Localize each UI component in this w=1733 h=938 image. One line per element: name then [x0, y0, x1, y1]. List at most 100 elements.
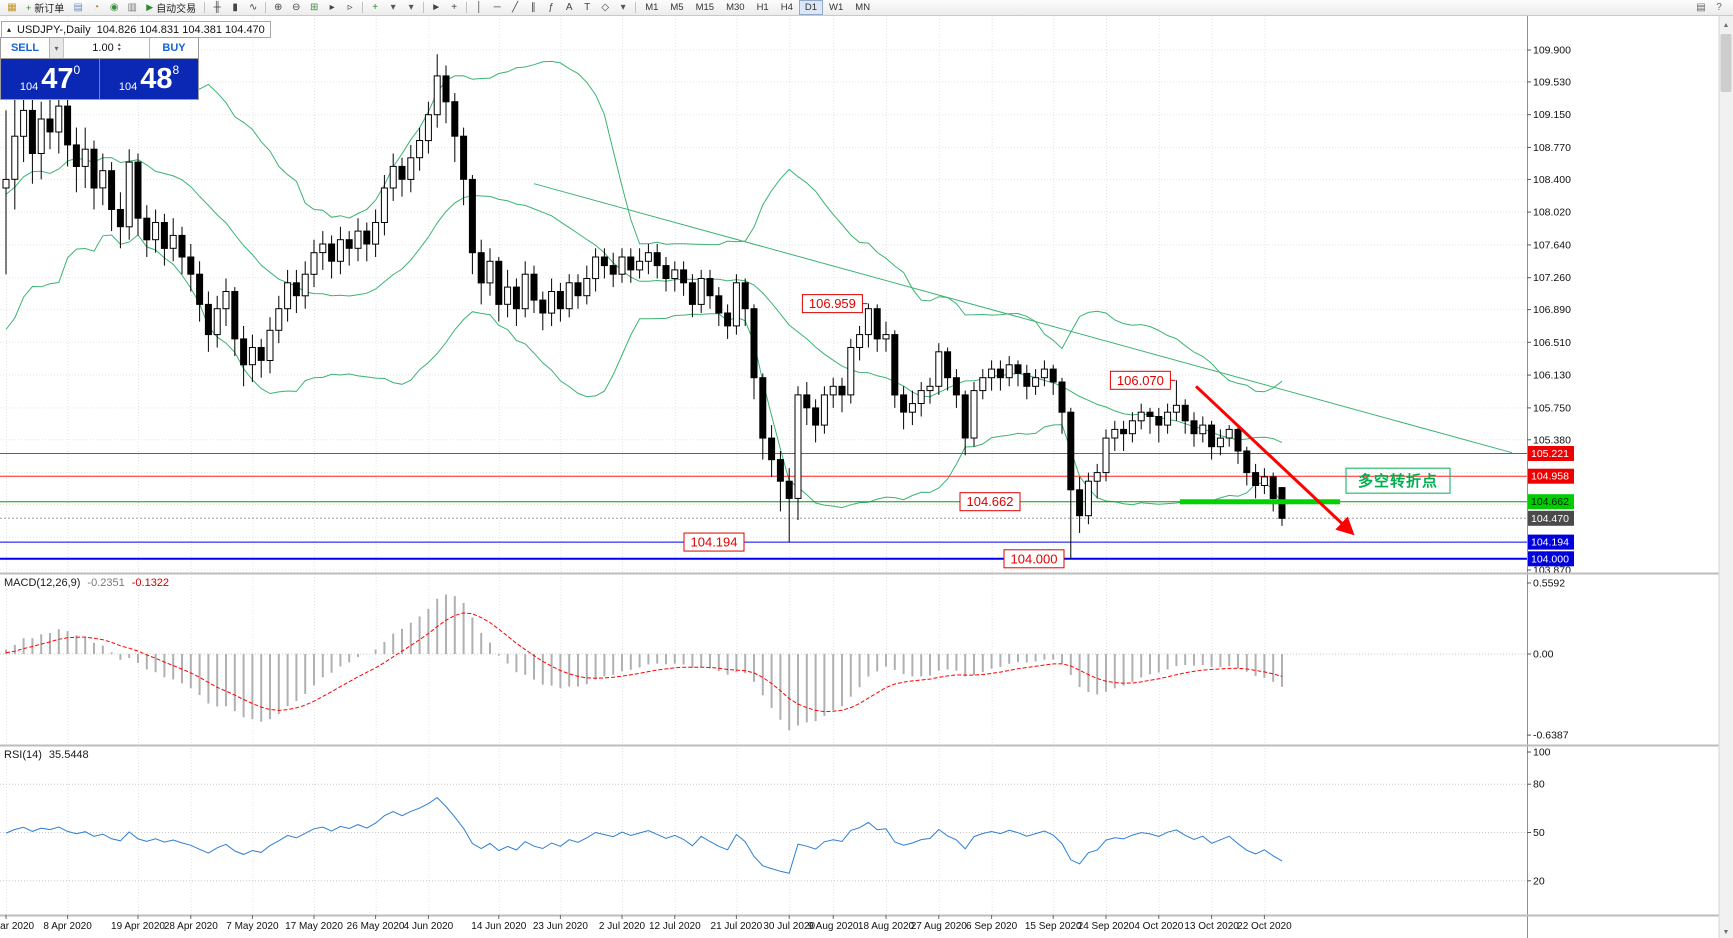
toolbar-group-zoom: ⊕ ⊖ ⊞ ▸ ▹ — [269, 1, 359, 15]
vertical-line-icon[interactable]: │ — [476, 2, 483, 13]
trendline-icon[interactable]: ╱ — [512, 2, 519, 13]
line-chart-icon[interactable]: ∿ — [248, 2, 258, 13]
timeframe-m30[interactable]: M30 — [726, 2, 745, 13]
scrollbar-thumb[interactable] — [1720, 34, 1732, 92]
toolbar: ▦ + 新订单 ▤ ◔ ◉ ▥ ▶ 自动交易 ╫ ▮ ∿ ⊕ ⊖ ⊞ ▸ ▹ + ▾ ▾ ► + │ ─ ╱… — [0, 0, 1733, 16]
scroll-up-icon[interactable]: ▲ — [1723, 22, 1730, 29]
scroll-down-icon[interactable]: ▼ — [1723, 929, 1730, 936]
bar-chart-icon[interactable]: ╫ — [213, 2, 221, 13]
cursor-icon[interactable]: ► — [431, 2, 442, 13]
price-callout-104.662[interactable]: 104.662 — [959, 492, 1021, 512]
toolbar-separator — [362, 2, 364, 13]
price-axis[interactable]: 109.900 109.530 109.150 108.770 108.400 108.0… — [1527, 16, 1574, 938]
price-callout-106.959[interactable]: 106.959 — [801, 294, 868, 314]
svg-text:2 Jul 2020: 2 Jul 2020 — [599, 921, 646, 932]
rsi-value: 35.5448 — [48, 749, 89, 761]
help-icon[interactable]: ? — [1716, 2, 1722, 13]
timeframe-d1[interactable]: D1 — [798, 0, 824, 15]
svg-text:26 May 2020: 26 May 2020 — [347, 921, 405, 932]
chart-marker-icon: ▴ — [7, 25, 12, 34]
svg-text:0.00: 0.00 — [1533, 649, 1554, 661]
svg-text:12 Jul 2020: 12 Jul 2020 — [649, 921, 701, 932]
svg-text:105.750: 105.750 — [1533, 402, 1571, 414]
toolbar-separator — [204, 2, 206, 13]
svg-text:104.000: 104.000 — [1011, 551, 1058, 566]
svg-text:109.530: 109.530 — [1533, 76, 1571, 88]
svg-text:104.000: 104.000 — [1531, 553, 1569, 565]
svg-text:20: 20 — [1533, 875, 1545, 887]
axis-tag-104.662: 104.662 — [1528, 494, 1574, 510]
price-callout-104.194[interactable]: 104.194 — [683, 532, 745, 552]
sell-button[interactable]: SELL — [1, 38, 50, 58]
candlestick-chart-icon[interactable]: ▮ — [232, 2, 238, 13]
buy-price[interactable]: 104 48 8 — [100, 59, 198, 99]
window-list-icon[interactable]: ▤ — [1696, 2, 1706, 13]
price-callout-104.000[interactable]: 104.000 — [1003, 549, 1065, 569]
buy-price-prefix: 104 — [118, 81, 138, 93]
svg-text:17 May 2020: 17 May 2020 — [285, 921, 343, 932]
mail-icon[interactable]: ▥ — [127, 2, 137, 13]
timeframe-w1[interactable]: W1 — [829, 2, 844, 13]
fibonacci-icon[interactable]: ƒ — [548, 2, 554, 13]
alerts-icon[interactable]: ◔ — [93, 2, 100, 13]
descending-trendline[interactable] — [533, 183, 1513, 454]
svg-text:106.890: 106.890 — [1533, 304, 1571, 316]
tile-windows-icon[interactable]: ⊞ — [309, 2, 319, 13]
autotrading-button[interactable]: ▶ 自动交易 — [141, 1, 201, 15]
one-click-controls: SELL ▾ 1.00 ▴ ▾ BUY — [1, 38, 198, 59]
chart-shift-icon[interactable]: ▹ — [347, 2, 353, 13]
toolbar-separator — [423, 2, 425, 13]
new-order-button[interactable]: + 新订单 — [21, 1, 69, 16]
timeframe-m5[interactable]: M5 — [670, 2, 684, 13]
channel-icon[interactable]: ∥ — [530, 2, 536, 13]
timeframe-m1[interactable]: M1 — [645, 2, 659, 13]
buy-price-sup: 8 — [172, 63, 180, 77]
vertical-scrollbar[interactable]: ▲▼ — [1718, 16, 1733, 938]
svg-text:100: 100 — [1533, 747, 1551, 759]
timeframe-h4[interactable]: H4 — [780, 2, 793, 13]
periods-caret-icon[interactable]: ▾ — [408, 2, 414, 13]
annotation-turning-point[interactable]: 多空转折点 — [1345, 467, 1451, 494]
timeframe-m15[interactable]: M15 — [695, 2, 715, 13]
volume-up-icon[interactable]: ▴ — [117, 42, 121, 48]
toolbar-group-objects: │ ─ ╱ ∥ ƒ A T ◇ ▾ — [470, 1, 632, 15]
timeframe-mn[interactable]: MN — [855, 2, 871, 13]
svg-text:21 Jul 2020: 21 Jul 2020 — [711, 921, 763, 932]
timeframe-h1[interactable]: H1 — [756, 2, 769, 13]
volume-input[interactable]: 1.00 ▴ ▾ — [64, 38, 149, 58]
svg-text:104.194: 104.194 — [691, 535, 738, 550]
toolbar-group-files: ▦ — [3, 1, 21, 15]
chart-profiles-icon[interactable]: ▤ — [73, 2, 83, 13]
indicators-icon[interactable]: + — [372, 2, 379, 13]
refresh-icon[interactable]: ◉ — [109, 2, 119, 13]
buy-button[interactable]: BUY — [149, 38, 198, 58]
indicators-caret-icon[interactable]: ▾ — [390, 2, 396, 13]
auto-scroll-icon[interactable]: ▸ — [329, 2, 335, 13]
svg-text:104.194: 104.194 — [1531, 537, 1569, 549]
svg-text:28 Apr 2020: 28 Apr 2020 — [164, 921, 218, 932]
price-callout-106.070[interactable]: 106.070 — [1109, 370, 1176, 390]
shapes-caret-icon[interactable]: ▾ — [620, 2, 626, 13]
toolbar-group-indicators: + ▾ ▾ — [366, 1, 420, 15]
volume-caret-icon[interactable]: ▾ — [50, 38, 64, 58]
svg-text:108.770: 108.770 — [1533, 142, 1571, 154]
label-icon[interactable]: T — [584, 2, 591, 13]
horizontal-line-icon[interactable]: ─ — [493, 2, 501, 13]
sell-price[interactable]: 104 47 0 — [1, 59, 100, 99]
crosshair-icon[interactable]: + — [451, 2, 458, 13]
volume-down-icon[interactable]: ▾ — [117, 47, 121, 53]
symbol-info-bar: ▴ USDJPY-,Daily 104.826 104.831 104.381 … — [1, 21, 271, 38]
zoom-out-icon[interactable]: ⊖ — [291, 2, 301, 13]
svg-text:107.640: 107.640 — [1533, 239, 1571, 251]
zoom-in-icon[interactable]: ⊕ — [273, 2, 283, 13]
svg-text:104.470: 104.470 — [1531, 513, 1569, 525]
one-click-prices: 104 47 0 104 48 8 — [1, 59, 198, 99]
svg-text:109.150: 109.150 — [1533, 109, 1571, 121]
shapes-icon[interactable]: ◇ — [601, 2, 610, 13]
chart-canvas[interactable]: 106.959 106.070 104.662 104.194 104.000 多空转折点… — [0, 16, 1733, 938]
text-icon[interactable]: A — [565, 2, 573, 13]
downtrend-arrow[interactable] — [1194, 385, 1355, 536]
volume-stepper[interactable]: ▴ ▾ — [117, 42, 121, 53]
new-chart-icon[interactable]: ▦ — [7, 2, 17, 13]
